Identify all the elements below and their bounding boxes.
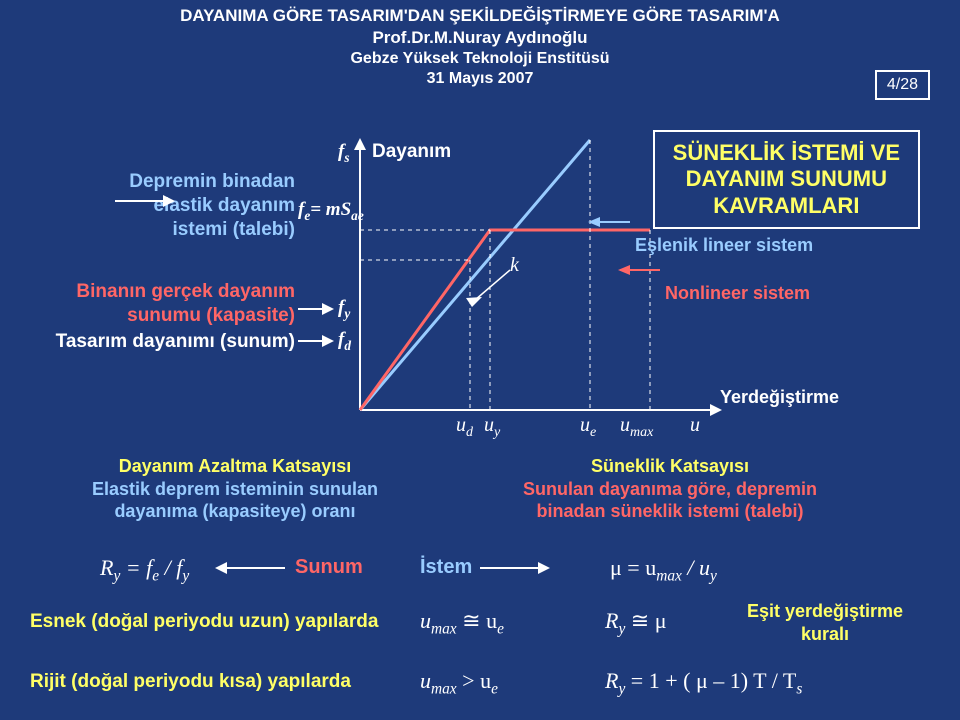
label-binanin: Binanın gerçek dayanım sunumu (kapasite) <box>30 280 295 328</box>
label-rijit: Rijit (doğal periyodu kısa) yapılarda <box>30 670 351 694</box>
arrow-istem-head <box>538 562 550 574</box>
label-nonlineer: Nonlineer sistem <box>665 282 810 305</box>
eq-Ry-mu: Ry ≅ μ <box>605 608 667 638</box>
header-line-1: DAYANIMA GÖRE TASARIM'DAN ŞEKİLDEĞİŞTİRM… <box>0 6 960 26</box>
label-esnek: Esnek (doğal periyodu uzun) yapılarda <box>30 610 378 634</box>
eq-Ry-fefy: Ry = fe / fy <box>100 555 189 585</box>
arrow-binanin-head <box>322 303 334 315</box>
tick-ud: ud <box>456 414 473 441</box>
eq-umax-gt-ue: umax > ue <box>420 668 498 698</box>
eq-mu-umax-uy: μ = umax / uy <box>610 555 717 585</box>
label-depremin: Depremin binadan elastik dayanım istemi … <box>55 170 295 241</box>
tick-umax: umax <box>620 414 653 441</box>
arrow-sunum <box>225 567 285 569</box>
label-fe-msae: fe= mSae <box>298 198 364 224</box>
label-suneklik: Süneklik Katsayısı Sunulan dayanıma göre… <box>490 455 850 523</box>
label-fs: fs <box>338 140 350 166</box>
label-fy: fy <box>338 296 350 322</box>
page-number-badge: 4/28 <box>875 70 930 100</box>
arrow-depremin-head <box>163 195 175 207</box>
chart-svg <box>360 140 780 410</box>
tick-uy: uy <box>484 414 500 441</box>
arrow-depremin <box>115 200 165 202</box>
label-yerde: Yerdeğiştirme <box>720 386 839 409</box>
header-line-3: Gebze Yüksek Teknoloji Enstitüsü <box>0 50 960 68</box>
header-line-4: 31 Mayıs 2007 <box>0 70 960 88</box>
label-tasarim: Tasarım dayanımı (sunum) <box>40 330 295 354</box>
label-k: k <box>510 254 519 277</box>
arrow-sunum-head <box>215 562 227 574</box>
eq-Ry-1-mu-T: Ry = 1 + ( μ – 1) T / Ts <box>605 668 802 698</box>
arrow-tasarim-head <box>322 335 334 347</box>
label-istem: İstem <box>420 555 472 580</box>
arrow-binanin <box>298 308 324 310</box>
label-daz: Dayanım Azaltma Katsayısı Elastik deprem… <box>60 455 410 523</box>
label-esit: Eşit yerdeğiştirme kuralı <box>725 600 925 645</box>
force-displacement-chart <box>360 140 780 410</box>
arrow-tasarim <box>298 340 324 342</box>
label-sunum: Sunum <box>295 555 363 580</box>
eq-umax-ue: umax ≅ ue <box>420 608 504 638</box>
tick-ue: ue <box>580 414 596 441</box>
label-eslenik: Eşlenik lineer sistem <box>635 234 813 257</box>
tick-u: u <box>690 414 700 437</box>
label-fd: fd <box>338 328 351 354</box>
slide-header: DAYANIMA GÖRE TASARIM'DAN ŞEKİLDEĞİŞTİRM… <box>0 0 960 90</box>
arrow-istem <box>480 567 540 569</box>
header-line-2: Prof.Dr.M.Nuray Aydınoğlu <box>0 28 960 48</box>
